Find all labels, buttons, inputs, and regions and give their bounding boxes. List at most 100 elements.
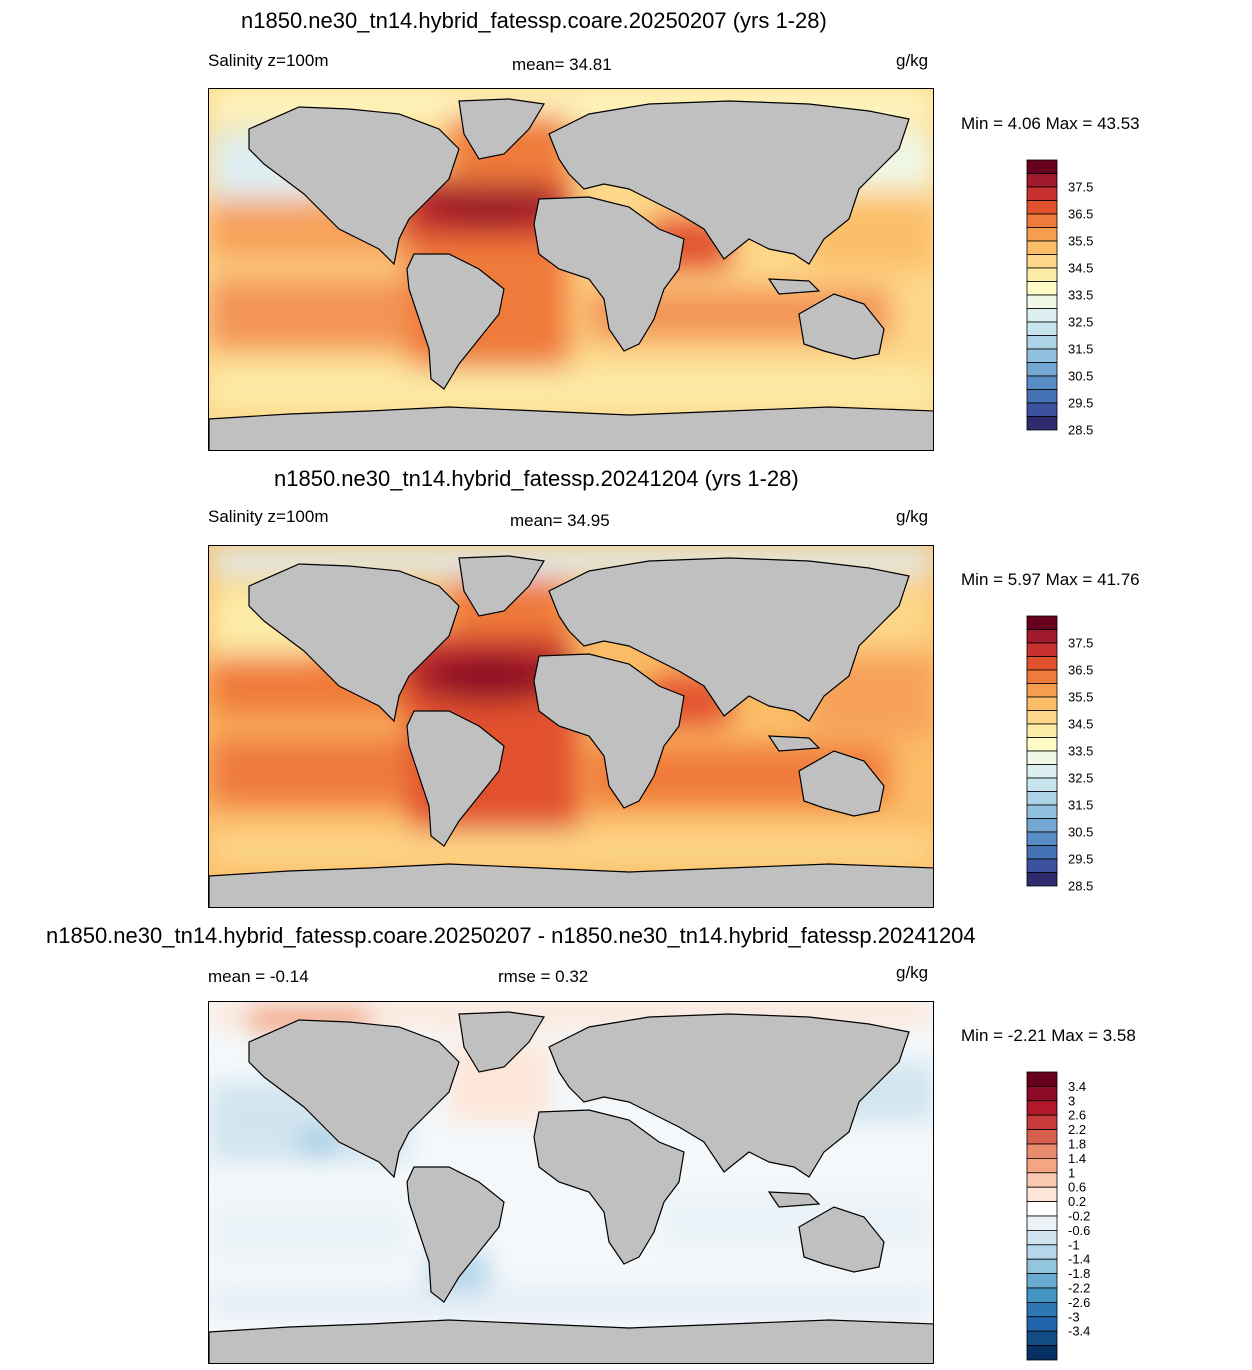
colorbar-tick-label: 0.2 (1068, 1194, 1086, 1209)
colorbar-swatch (1026, 1330, 1058, 1347)
colorbar-swatch (1026, 1071, 1058, 1087)
colorbar-swatch (1026, 615, 1058, 630)
panel-2-colorbar: 37.5 36.5 35.5 34.5 33.5 32.5 31.5 30.5 29.5 28.5 (1026, 615, 1166, 920)
colorbar-swatch (1026, 723, 1058, 738)
colorbar-swatch (1026, 858, 1058, 873)
panel-3-title: n1850.ne30_tn14.hybrid_fatessp.coare.202… (46, 923, 976, 948)
panel-3-minmax-label: Min = -2.21 Max = 3.58 (961, 1026, 1136, 1045)
colorbar-tick-label: 29.5 (1068, 396, 1093, 411)
colorbar-tick-label: 37.5 (1068, 636, 1093, 651)
colorbar-swatch (1026, 1129, 1058, 1145)
colorbar-tick-label: 1.8 (1068, 1137, 1086, 1152)
colorbar-tick-label: 35.5 (1068, 690, 1093, 705)
colorbar-swatch (1026, 872, 1058, 887)
colorbar-tick-label: -3 (1068, 1309, 1080, 1324)
colorbar-tick-label: 29.5 (1068, 852, 1093, 867)
colorbar-tick-label: 35.5 (1068, 234, 1093, 249)
colorbar-swatch (1026, 335, 1058, 350)
colorbar-swatch (1026, 831, 1058, 846)
panel-2-map-canvas (209, 546, 933, 907)
panel-1-minmax-label: Min = 4.06 Max = 43.53 (961, 114, 1140, 133)
colorbar-tick-label: 3 (1068, 1093, 1075, 1108)
colorbar-tick-label: -3.4 (1068, 1324, 1090, 1339)
colorbar-tick-label: -1.4 (1068, 1252, 1090, 1267)
colorbar-tick-label: 2.2 (1068, 1122, 1086, 1137)
colorbar-tick-label: 30.5 (1068, 369, 1093, 384)
colorbar-swatch (1026, 186, 1058, 201)
colorbar-swatch (1026, 1244, 1058, 1260)
colorbar-tick-label: 34.5 (1068, 261, 1093, 276)
panel-2-minmax-label: Min = 5.97 Max = 41.76 (961, 570, 1140, 589)
colorbar-tick-label: 3.4 (1068, 1079, 1086, 1094)
colorbar-tick-label: 28.5 (1068, 879, 1093, 894)
colorbar-tick-label: 0.6 (1068, 1180, 1086, 1195)
colorbar-swatch (1026, 159, 1058, 174)
colorbar-swatch (1026, 348, 1058, 363)
panel-3-mean-label: mean = -0.14 (208, 967, 309, 986)
colorbar-swatch (1026, 1186, 1058, 1202)
colorbar-swatch (1026, 1345, 1058, 1361)
colorbar-swatch (1026, 656, 1058, 671)
colorbar-tick-label: 32.5 (1068, 771, 1093, 786)
colorbar-swatch (1026, 683, 1058, 698)
colorbar-swatch (1026, 629, 1058, 644)
colorbar-tick-label: 31.5 (1068, 798, 1093, 813)
colorbar-swatch (1026, 669, 1058, 684)
colorbar-swatch (1026, 777, 1058, 792)
panel-3-map (208, 1001, 934, 1364)
panel-3-rmse-label: rmse = 0.32 (498, 967, 589, 986)
colorbar-tick-label: -0.2 (1068, 1209, 1090, 1224)
colorbar-tick-label: 30.5 (1068, 825, 1093, 840)
colorbar-swatch (1026, 750, 1058, 765)
colorbar-swatch (1026, 1273, 1058, 1289)
colorbar-swatch (1026, 362, 1058, 377)
colorbar-tick-label: -1 (1068, 1237, 1080, 1252)
panel-3-units-label: g/kg (896, 963, 929, 982)
panel-1-colorbar-svg: 37.5 36.5 35.5 34.5 33.5 32.5 31.5 30.5 29.5 28.5 (1026, 159, 1093, 438)
panel-1-title: n1850.ne30_tn14.hybrid_fatessp.coare.202… (241, 8, 827, 33)
panel-3-colorbar-svg: 3.432.62.21.81.410.60.2-0.2-0.6-1-1.4-1.… (1026, 1071, 1090, 1361)
colorbar-swatch (1026, 200, 1058, 215)
colorbar-swatch (1026, 416, 1058, 431)
colorbar-tick-label: 1.4 (1068, 1151, 1086, 1166)
panel-2-mean-label: mean= 34.95 (510, 511, 610, 530)
colorbar-swatch (1026, 818, 1058, 833)
colorbar-tick-label: -2.2 (1068, 1281, 1090, 1296)
colorbar-tick-label: 36.5 (1068, 663, 1093, 678)
panel-1-map (208, 88, 934, 451)
colorbar-swatch (1026, 1287, 1058, 1303)
colorbar-swatch (1026, 1316, 1058, 1332)
colorbar-tick-label: 34.5 (1068, 717, 1093, 732)
panel-2-units-label: g/kg (896, 507, 929, 526)
panel-2-colorbar-svg: 37.5 36.5 35.5 34.5 33.5 32.5 31.5 30.5 29.5 28.5 (1026, 615, 1093, 894)
colorbar-swatch (1026, 1158, 1058, 1174)
colorbar-swatch (1026, 804, 1058, 819)
colorbar-swatch (1026, 1172, 1058, 1188)
colorbar-swatch (1026, 1301, 1058, 1318)
colorbar-swatch (1026, 375, 1058, 390)
panel-3-colorbar: 3.4 3 2.6 2.2 1.8 1.4 1 0.6 0.2 -0.2 -0.6 -1 -1.4 -1.… (1026, 1071, 1166, 1366)
panel-1-map-canvas (209, 89, 933, 450)
panel-2-map (208, 545, 934, 908)
colorbar-tick-label: 28.5 (1068, 423, 1093, 438)
colorbar-tick-label: -0.6 (1068, 1223, 1090, 1238)
colorbar-swatch (1026, 281, 1058, 296)
panel-3-map-canvas (209, 1002, 933, 1363)
colorbar-tick-label: 33.5 (1068, 744, 1093, 759)
colorbar-swatch (1026, 737, 1058, 752)
colorbar-swatch (1026, 1215, 1058, 1231)
colorbar-tick-label: -1.8 (1068, 1266, 1090, 1281)
colorbar-swatch (1026, 764, 1058, 779)
colorbar-swatch (1026, 227, 1058, 242)
colorbar-tick-label: 37.5 (1068, 180, 1093, 195)
colorbar-swatch (1026, 321, 1058, 336)
panel-1-colorbar: 37.5 36.5 35.5 34.5 33.5 32.5 31.5 30.5 29.5 28.5 (1026, 159, 1166, 464)
panel-1-units-label: g/kg (896, 51, 929, 70)
colorbar-swatch (1026, 402, 1058, 417)
panel-2-variable-label: Salinity z=100m (208, 507, 329, 526)
colorbar-tick-label: 36.5 (1068, 207, 1093, 222)
colorbar-swatch (1026, 389, 1058, 404)
colorbar-swatch (1026, 845, 1058, 860)
colorbar-swatch (1026, 1229, 1058, 1246)
colorbar-tick-label: 32.5 (1068, 315, 1093, 330)
